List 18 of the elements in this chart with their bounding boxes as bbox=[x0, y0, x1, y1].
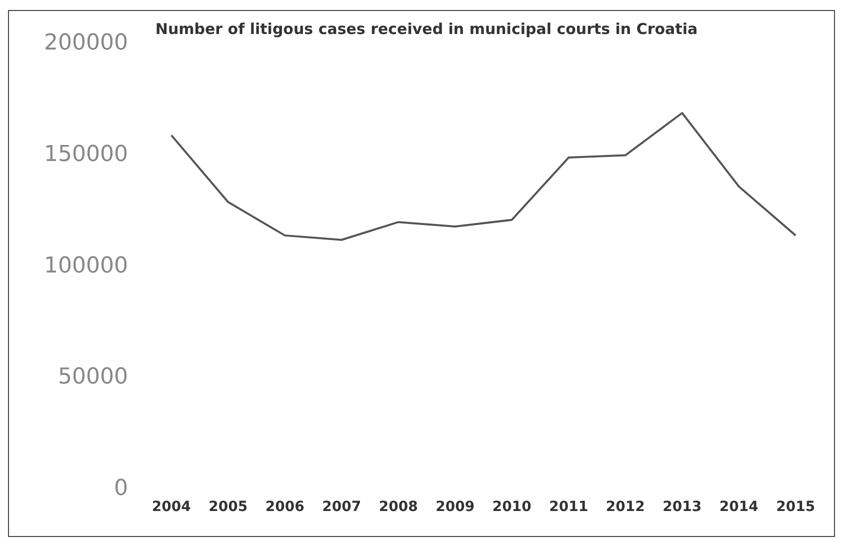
y-tick-label: 0 bbox=[114, 476, 128, 501]
x-tick-label: 2010 bbox=[492, 499, 532, 516]
y-tick-label: 150000 bbox=[44, 142, 128, 168]
x-tick-label: 2015 bbox=[776, 499, 816, 516]
x-tick-label: 2014 bbox=[719, 499, 759, 516]
x-tick-label: 2008 bbox=[378, 499, 418, 516]
x-tick-label: 2009 bbox=[436, 499, 475, 516]
x-tick-label: 2011 bbox=[549, 499, 588, 516]
x-tick-label: 2012 bbox=[606, 499, 645, 516]
y-tick-label: 50000 bbox=[58, 364, 128, 390]
chart-title: Number of litigous cases received in municipal courts in Croatia bbox=[155, 20, 698, 38]
y-tick-label: 100000 bbox=[44, 253, 128, 278]
x-tick-label: 2005 bbox=[208, 499, 248, 516]
x-tick-label: 2007 bbox=[322, 499, 362, 516]
x-tick-label: 2006 bbox=[265, 499, 304, 516]
x-tick-label: 2004 bbox=[152, 499, 192, 516]
x-tick-label: 2013 bbox=[662, 499, 702, 516]
y-tick-label: 200000 bbox=[44, 30, 128, 56]
